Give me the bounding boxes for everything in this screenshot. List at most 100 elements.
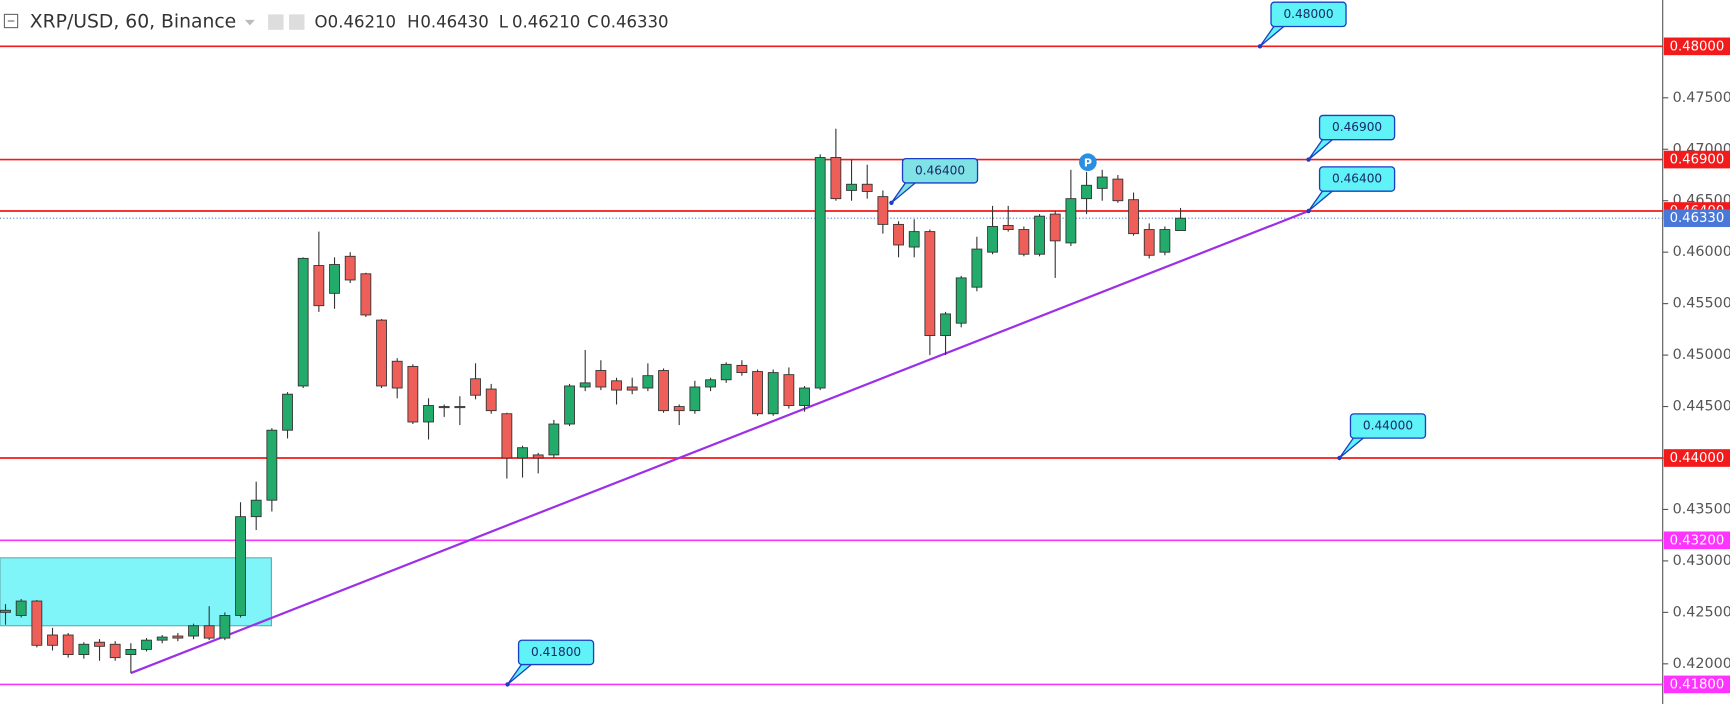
callout-label: 0.41800 — [531, 645, 581, 659]
candle-body — [1018, 229, 1030, 255]
candle-body — [391, 360, 403, 389]
callout-anchor — [889, 200, 894, 205]
candle-body — [125, 648, 137, 656]
candle-body — [752, 371, 763, 415]
price-label: 0.46900 — [1670, 153, 1725, 168]
y-tick-label: 0.43000 — [1673, 553, 1730, 569]
candle-body — [313, 265, 325, 307]
y-tick-label: 0.42000 — [1673, 656, 1730, 672]
candle-body — [141, 639, 152, 650]
candle-body — [485, 388, 497, 412]
candle-body — [814, 157, 826, 389]
ohlc-key: O — [314, 13, 327, 32]
ohlc-value: 0.46210 — [328, 13, 396, 32]
candle-body — [156, 636, 168, 641]
candle-body — [579, 382, 591, 388]
y-tick-label: 0.45000 — [1673, 347, 1730, 363]
price-label: 0.41800 — [1670, 677, 1725, 692]
price-label: 0.44000 — [1670, 451, 1725, 466]
candle-body — [266, 429, 278, 501]
candle-body — [94, 641, 105, 647]
candle-body — [1175, 217, 1186, 232]
ohlc-key: H — [407, 13, 419, 32]
candle-body — [1096, 176, 1108, 189]
candle-body — [407, 365, 419, 423]
candle-body — [470, 378, 481, 396]
callout-anchor — [1306, 157, 1311, 162]
callout-label: 0.46400 — [1332, 172, 1382, 186]
candle-body — [673, 406, 685, 412]
candle-body — [611, 380, 622, 391]
price-label-box — [1663, 449, 1730, 467]
candle-body — [517, 447, 528, 459]
ohlc-key: C — [587, 13, 599, 32]
candle-body — [0, 609, 11, 613]
candle-body — [767, 372, 779, 415]
candle-body — [720, 363, 732, 381]
trendline — [130, 209, 1309, 675]
candle-body — [423, 405, 434, 423]
candle-body — [282, 393, 293, 431]
price-label-box — [1663, 531, 1730, 550]
y-tick-label: 0.45500 — [1673, 296, 1730, 312]
zone-box — [0, 557, 272, 627]
callout-box — [1318, 166, 1396, 192]
settings-icon[interactable] — [289, 14, 305, 30]
price-label-box — [1663, 209, 1730, 228]
callout-anchor — [1306, 208, 1311, 214]
dropdown-arrow[interactable] — [244, 19, 255, 26]
candle-body — [877, 196, 889, 225]
price-label: 0.48000 — [1670, 39, 1725, 54]
candle-body — [297, 257, 309, 387]
callout-label: 0.46900 — [1332, 120, 1382, 134]
callout-box — [1270, 1, 1347, 28]
callout-box — [901, 157, 979, 184]
candle-body — [642, 375, 654, 389]
candle-body — [360, 273, 372, 316]
y-tick-label: 0.44500 — [1673, 399, 1730, 415]
price-label: 0.43200 — [1670, 533, 1725, 548]
candle-body — [47, 634, 58, 646]
candle-body — [1159, 229, 1171, 253]
candle-body — [172, 635, 184, 639]
candle-body — [689, 386, 701, 412]
candle-body — [830, 157, 842, 200]
y-tick-label: 0.47500 — [1673, 90, 1730, 106]
candle-body — [548, 423, 560, 456]
y-tick-label: 0.46000 — [1673, 244, 1730, 260]
candle-body — [188, 625, 199, 637]
candle-body — [15, 600, 27, 616]
pin-marker-letter: P — [1084, 156, 1092, 169]
ohlc-value: 0.46210 — [512, 13, 580, 32]
price-label-box — [1663, 37, 1730, 56]
callout-box — [1318, 114, 1396, 141]
candle-body — [658, 370, 669, 412]
candle-body — [501, 413, 513, 459]
candle-body — [1002, 224, 1014, 230]
ohlc-key: L — [499, 13, 509, 32]
candle-body — [1034, 215, 1045, 255]
candle-body — [203, 625, 215, 639]
collapse-icon[interactable] — [3, 13, 19, 29]
candle-body — [893, 223, 904, 246]
y-tick-label: 0.42500 — [1673, 604, 1730, 620]
candle-body — [971, 248, 983, 288]
symbol-title: XRP/USD, 60, Binance — [30, 12, 236, 33]
candle-body — [940, 313, 951, 336]
eye-icon[interactable] — [268, 14, 284, 30]
candle-body — [454, 406, 466, 409]
candle-body — [1065, 198, 1077, 244]
price-label-box — [1663, 150, 1730, 169]
candle-body — [783, 374, 795, 406]
y-tick-label: 0.43500 — [1673, 501, 1730, 517]
candle-body — [799, 387, 810, 406]
candle-body — [219, 615, 231, 639]
candle-body — [736, 364, 748, 374]
candle-body — [344, 255, 356, 281]
callout-anchor — [1337, 455, 1342, 461]
pin-marker — [1079, 153, 1097, 172]
callout-anchor — [1257, 44, 1263, 49]
